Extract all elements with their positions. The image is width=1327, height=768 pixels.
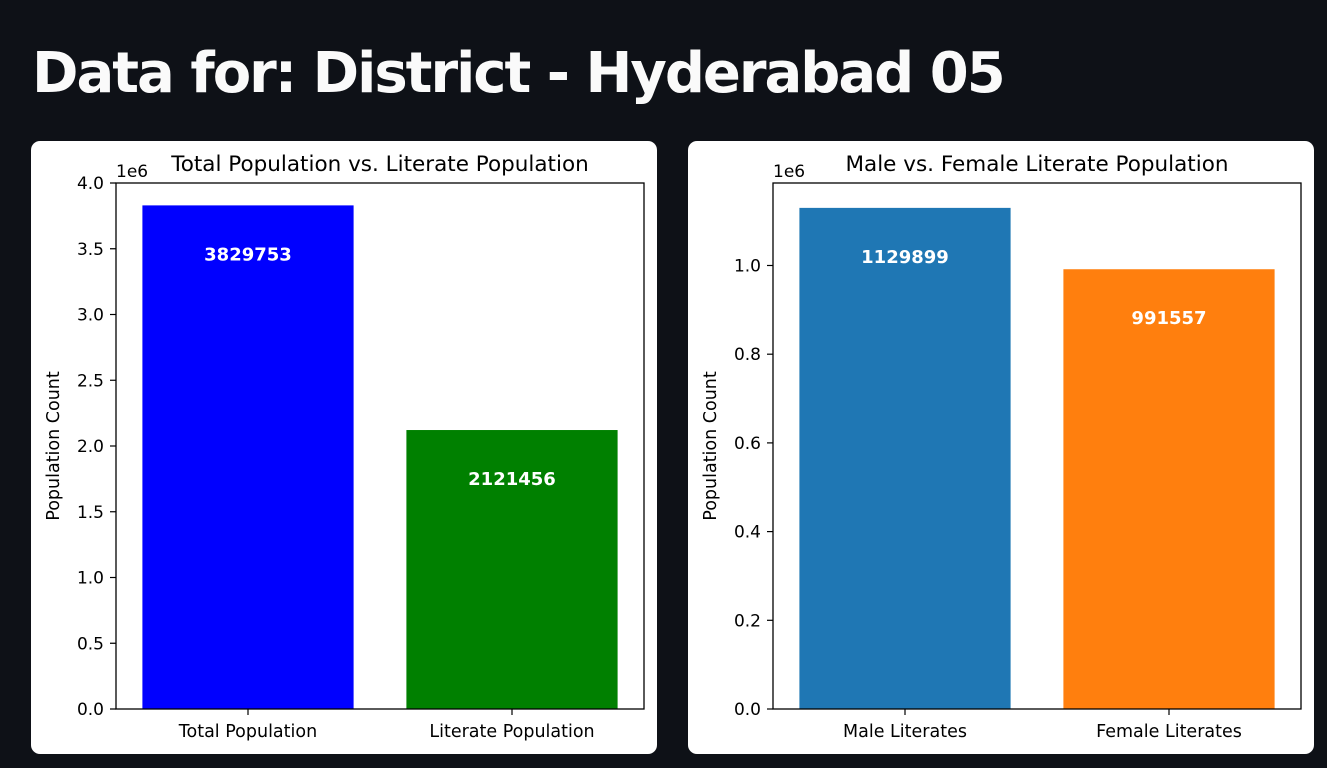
- y-tick-label: 1.0: [77, 569, 104, 589]
- axis-scale-label: 1e6: [116, 162, 148, 182]
- y-tick-label: 2.5: [77, 371, 104, 391]
- y-tick-label: 0.4: [734, 523, 761, 543]
- bar-value-label: 1129899: [861, 247, 949, 268]
- y-tick-label: 0.6: [734, 434, 761, 454]
- y-tick-label: 1.0: [734, 256, 761, 276]
- chart-title: Total Population vs. Literate Population: [170, 152, 589, 177]
- bar-male-literates: [799, 207, 1011, 709]
- y-tick-label: 0.5: [77, 634, 104, 654]
- y-tick-label: 2.0: [77, 437, 104, 457]
- bar-chart-male-vs-female: 1129899 991557 0.0 0.2 0.4 0.6 0.8 1.0 Male Lite…: [701, 152, 1302, 742]
- chart-title: Male vs. Female Literate Population: [845, 152, 1228, 177]
- chart-card-total-vs-literate: 3829753 2121456 0.0 0.5 1.0 1.5 2.0 2.5 3.0 3.5 4.…: [31, 141, 657, 754]
- x-tick-label: Total Population: [178, 722, 317, 742]
- bar-female-literates: [1063, 269, 1275, 709]
- x-tick-label: Literate Population: [429, 722, 594, 742]
- axis-scale-label: 1e6: [773, 162, 805, 182]
- y-tick-label: 3.5: [77, 240, 104, 260]
- bar-value-label: 3829753: [204, 244, 292, 265]
- bar-literate-population: [406, 430, 618, 709]
- y-axis-label: Population Count: [44, 371, 64, 521]
- y-tick-label: 4.0: [77, 174, 104, 194]
- bar-value-label: 991557: [1131, 308, 1206, 329]
- x-tick-label: Male Literates: [843, 722, 967, 742]
- bar-chart-total-vs-literate: 3829753 2121456 0.0 0.5 1.0 1.5 2.0 2.5 3.0 3.5 4.…: [44, 152, 645, 742]
- y-tick-label: 1.5: [77, 503, 104, 523]
- bar-total-population: [142, 205, 354, 709]
- page-title: Data for: District - Hyderabad 05: [32, 41, 1006, 106]
- chart-card-male-vs-female: 1129899 991557 0.0 0.2 0.4 0.6 0.8 1.0 Male Lite…: [688, 141, 1314, 754]
- x-tick-label: Female Literates: [1096, 722, 1242, 742]
- y-tick-label: 0.0: [77, 700, 104, 720]
- y-tick-label: 0.8: [734, 345, 761, 365]
- y-axis-label: Population Count: [701, 371, 721, 521]
- axes-frame: [772, 182, 1302, 710]
- y-tick-label: 0.0: [734, 700, 761, 720]
- y-tick-label: 3.0: [77, 306, 104, 326]
- y-tick-label: 0.2: [734, 611, 761, 631]
- bar-value-label: 2121456: [468, 469, 556, 490]
